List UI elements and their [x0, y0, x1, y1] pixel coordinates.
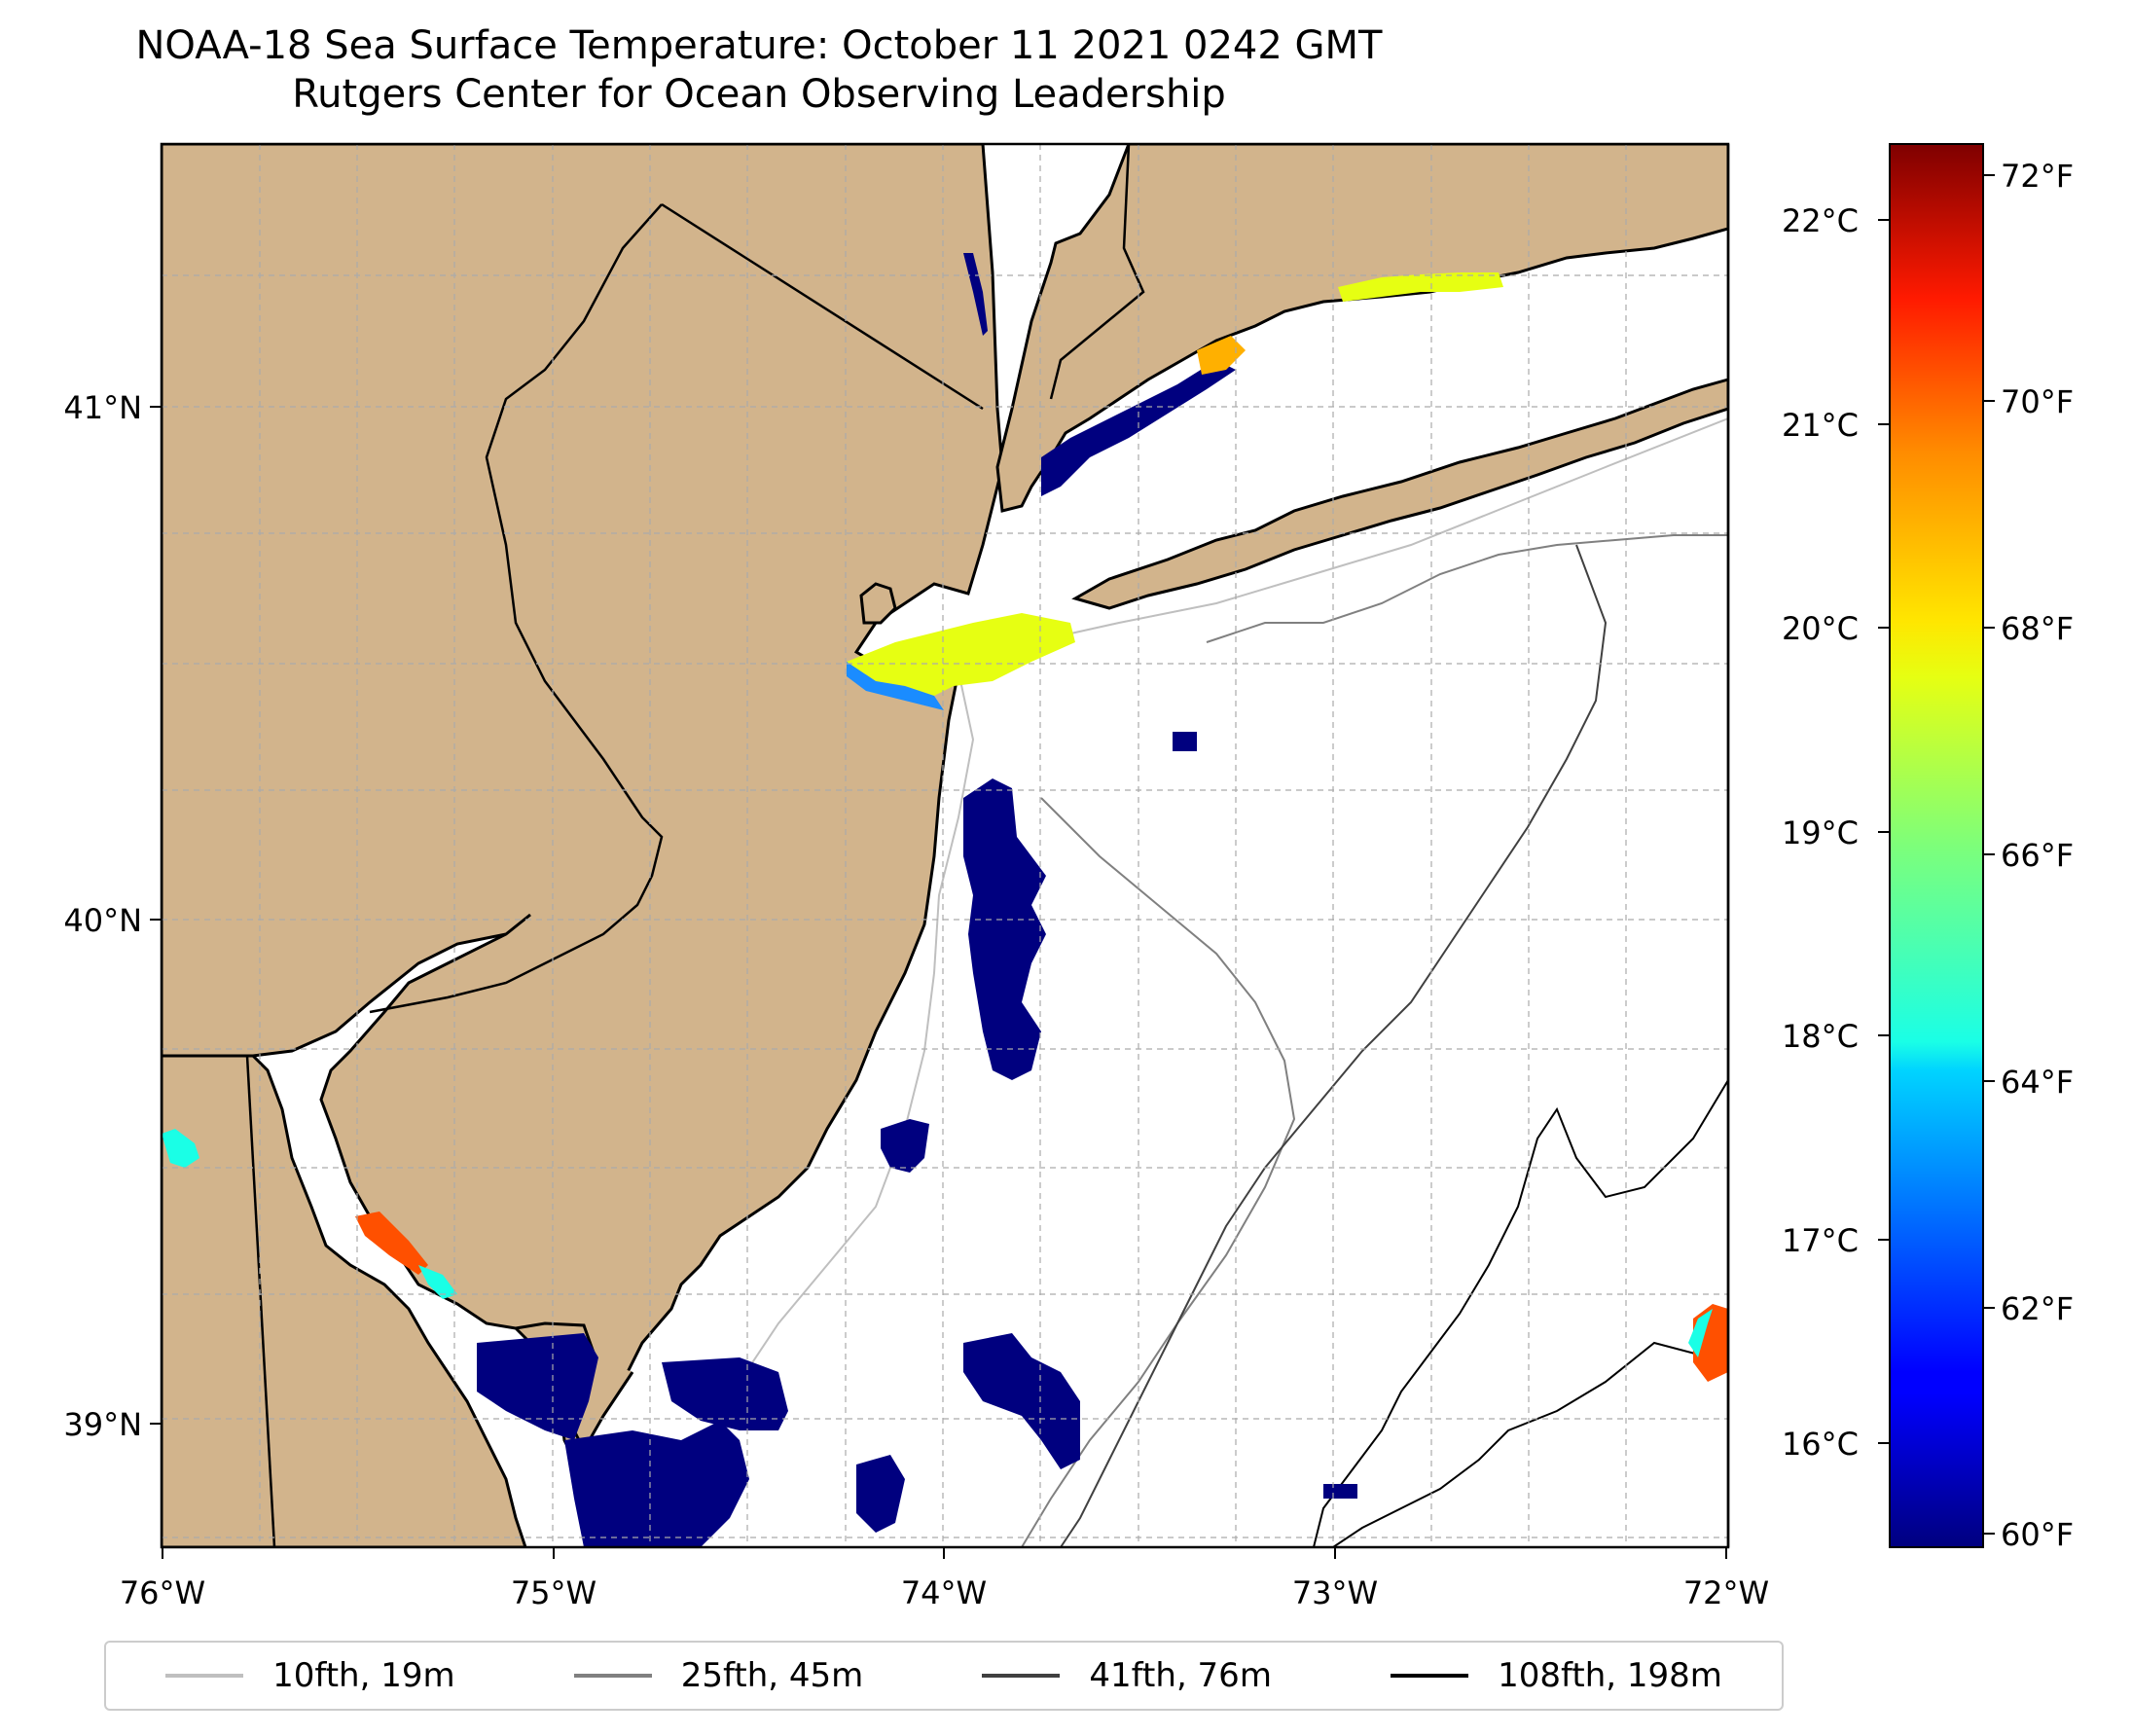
map-title: NOAA-18 Sea Surface Temperature: October… [0, 21, 1518, 119]
sst-patch-shelf-4 [564, 1421, 749, 1547]
lon-tick-label: 75°W [511, 1574, 596, 1611]
fahrenheit-tick-label: 68°F [2001, 610, 2074, 647]
fahrenheit-tick-label: 62°F [2001, 1290, 2074, 1327]
fahrenheit-tick-label: 70°F [2001, 383, 2074, 420]
colorbar-gradient [1889, 143, 1984, 1548]
sst-patches [162, 253, 1728, 1547]
lat-tick-label: 41°N [63, 389, 142, 426]
land-delmarva [162, 1054, 527, 1547]
fahrenheit-tick-label: 66°F [2001, 837, 2074, 874]
contour-legend: 10fth, 19m 25fth, 45m 41fth, 76m 108fth,… [104, 1641, 1784, 1711]
celsius-tick-label: 17°C [1782, 1222, 1859, 1259]
lon-tick-label: 74°W [901, 1574, 987, 1611]
legend-line-swatch [1391, 1674, 1469, 1678]
subtitle-line: Rutgers Center for Ocean Observing Leade… [292, 72, 1226, 117]
legend-entry-45m: 25fth, 45m [573, 1656, 864, 1695]
gridlines [162, 144, 1728, 1547]
lat-tick-label: 40°N [63, 902, 142, 939]
celsius-tick-label: 19°C [1782, 814, 1859, 851]
map-ticks [150, 406, 1727, 1559]
legend-line-swatch [573, 1674, 652, 1678]
legend-line-swatch [982, 1674, 1061, 1678]
celsius-tick-label: 22°C [1782, 202, 1859, 239]
legend-line-swatch [165, 1674, 244, 1678]
land-ny-ct [995, 144, 1728, 513]
sst-patch-shelf-6 [856, 1455, 905, 1533]
lat-tick-label: 39°N [63, 1406, 142, 1443]
sst-patch-shelf-5 [662, 1357, 788, 1430]
colorbar-celsius-ticks [1878, 219, 1890, 1444]
map-area [162, 144, 1728, 1547]
title-line: NOAA-18 Sea Surface Temperature: October… [135, 23, 1383, 68]
contour-76m [1060, 544, 1608, 1547]
land-staten-island [859, 582, 897, 625]
sst-patch-delaware-bay [355, 1212, 428, 1275]
sst-patch-shelf-7 [963, 1333, 1080, 1469]
lon-tick-label: 72°W [1683, 1574, 1769, 1611]
state-border [661, 202, 984, 411]
fahrenheit-tick-label: 60°F [2001, 1516, 2074, 1553]
sst-patch-offshore-small [1173, 732, 1197, 751]
land-long-island [1071, 378, 1728, 610]
contour-45m-2 [1206, 534, 1728, 643]
legend-label: 108fth, 198m [1498, 1656, 1722, 1695]
contour-198m [1313, 1079, 1728, 1547]
legend-label: 25fth, 45m [680, 1656, 864, 1695]
state-border [369, 203, 664, 1014]
state-border [1049, 144, 1145, 400]
fahrenheit-tick-label: 72°F [2001, 158, 2074, 195]
sst-patch-chesapeake [162, 1129, 199, 1168]
sst-patch-offshore-small-2 [1323, 1484, 1357, 1499]
legend-entry-19m: 10fth, 19m [165, 1656, 455, 1695]
sst-patch-delaware-bay-cool [418, 1265, 457, 1299]
legend-entry-198m: 108fth, 198m [1391, 1656, 1722, 1695]
contour-19m-2 [1030, 417, 1728, 643]
sst-patch-li-sound-warm [1197, 336, 1246, 375]
sst-patch-ny-harbor-edge [847, 662, 944, 710]
celsius-tick-label: 18°C [1782, 1018, 1859, 1055]
sst-patch-shelf-1 [963, 778, 1046, 1080]
lon-tick-label: 73°W [1292, 1574, 1378, 1611]
legend-label: 10fth, 19m [272, 1656, 455, 1695]
sst-patch-offshore-east-cool [1688, 1309, 1713, 1357]
sst-patch-shelf-2 [881, 1119, 929, 1173]
colorbar: 22°C 21°C 20°C 19°C 18°C 17°C 16°C 72°F … [1726, 143, 2074, 1553]
fahrenheit-tick-label: 64°F [2001, 1064, 2074, 1101]
celsius-tick-label: 21°C [1782, 407, 1859, 444]
sst-patch-ny-harbor [847, 613, 1075, 696]
celsius-tick-label: 20°C [1782, 610, 1859, 647]
state-border [245, 1055, 276, 1547]
legend-entry-76m: 41fth, 76m [982, 1656, 1272, 1695]
sst-patch-hudson [963, 253, 988, 336]
colorbar-fahrenheit-ticks [1983, 174, 1995, 1535]
sst-patch-ct-coast [1338, 272, 1503, 302]
sst-patch-shelf-3 [477, 1333, 598, 1440]
celsius-tick-label: 16°C [1782, 1426, 1859, 1463]
contour-198m-2 [1332, 1341, 1728, 1547]
legend-label: 41fth, 76m [1089, 1656, 1272, 1695]
contour-45m [1021, 797, 1296, 1547]
lon-tick-label: 76°W [120, 1574, 205, 1611]
